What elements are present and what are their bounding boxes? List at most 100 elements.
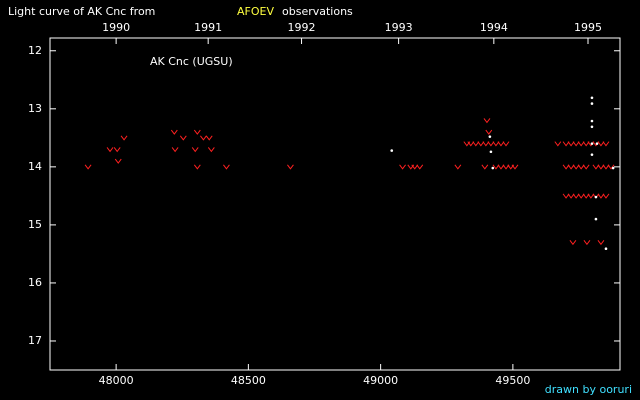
point — [170, 129, 178, 135]
point — [191, 147, 199, 153]
point — [602, 141, 610, 147]
x2-tick-label: 1993 — [385, 21, 413, 34]
point — [477, 141, 485, 147]
y-tick-label: 15 — [28, 218, 42, 231]
point — [567, 193, 575, 199]
point — [587, 193, 595, 199]
point — [113, 147, 121, 153]
point — [511, 164, 519, 170]
credit: drawn by ooruri — [545, 383, 632, 396]
point — [481, 164, 489, 170]
point — [416, 164, 424, 170]
point — [200, 135, 207, 141]
point — [607, 164, 615, 170]
point — [487, 141, 495, 147]
y-tick-label: 12 — [28, 44, 42, 57]
y-tick-label: 17 — [28, 334, 42, 347]
point — [179, 135, 187, 141]
chart-title-highlight: AFOEV — [237, 5, 274, 18]
x-tick-label: 49500 — [495, 374, 530, 387]
x-tick-label: 49000 — [363, 374, 398, 387]
point — [171, 147, 179, 153]
point — [411, 164, 419, 170]
point — [597, 240, 605, 246]
point — [577, 193, 585, 199]
point — [577, 141, 585, 147]
point — [562, 193, 570, 199]
point — [604, 247, 608, 250]
point — [569, 240, 577, 246]
point — [590, 119, 594, 123]
point — [602, 164, 610, 170]
x-tick-label: 48000 — [99, 374, 134, 387]
point — [207, 147, 215, 153]
point — [554, 141, 562, 147]
point — [597, 193, 605, 199]
point — [572, 141, 580, 147]
point — [502, 141, 510, 147]
point — [590, 102, 594, 105]
point — [590, 153, 594, 156]
point — [106, 147, 114, 153]
point — [488, 135, 492, 138]
y-tick-label: 16 — [28, 276, 42, 289]
point — [592, 164, 600, 170]
y-tick-label: 13 — [28, 102, 42, 115]
point — [583, 240, 591, 246]
point — [193, 164, 201, 170]
point — [572, 193, 580, 199]
x-tick-label: 48500 — [231, 374, 266, 387]
point — [472, 141, 480, 147]
point — [562, 164, 570, 170]
point — [594, 217, 598, 221]
point — [489, 150, 493, 154]
point — [483, 118, 491, 124]
point — [491, 166, 495, 170]
point — [590, 96, 594, 100]
point — [582, 164, 590, 170]
plot-frame — [49, 37, 621, 371]
point — [597, 164, 605, 170]
point — [492, 141, 500, 147]
point — [562, 141, 570, 147]
point — [577, 164, 585, 170]
point — [205, 135, 213, 141]
point — [193, 129, 201, 135]
point — [597, 141, 605, 147]
point — [567, 164, 575, 170]
x2-tick-label: 1990 — [102, 21, 130, 34]
point — [602, 193, 610, 199]
x2-tick-label: 1995 — [574, 21, 602, 34]
point — [582, 193, 590, 199]
chart-title: Light curve of AK Cnc from — [8, 5, 155, 18]
point — [595, 142, 599, 145]
point — [497, 141, 505, 147]
point — [390, 149, 394, 152]
point — [287, 164, 294, 170]
point — [223, 164, 230, 170]
point — [590, 142, 594, 145]
point — [502, 164, 510, 170]
point — [594, 195, 598, 199]
x2-tick-label: 1994 — [480, 21, 508, 34]
point — [482, 141, 490, 147]
x2-tick-label: 1992 — [288, 21, 316, 34]
x2-tick-label: 1991 — [194, 21, 222, 34]
point — [497, 164, 505, 170]
point — [454, 164, 462, 170]
point — [492, 164, 500, 170]
y-tick-label: 14 — [28, 160, 42, 173]
point — [84, 164, 92, 170]
point — [399, 164, 406, 170]
point — [485, 129, 493, 135]
annotation: AK Cnc (UGSU) — [150, 55, 233, 68]
point — [114, 158, 122, 164]
point — [572, 164, 580, 170]
point — [120, 135, 128, 141]
point — [582, 141, 590, 147]
point — [611, 166, 615, 170]
point — [590, 125, 594, 129]
